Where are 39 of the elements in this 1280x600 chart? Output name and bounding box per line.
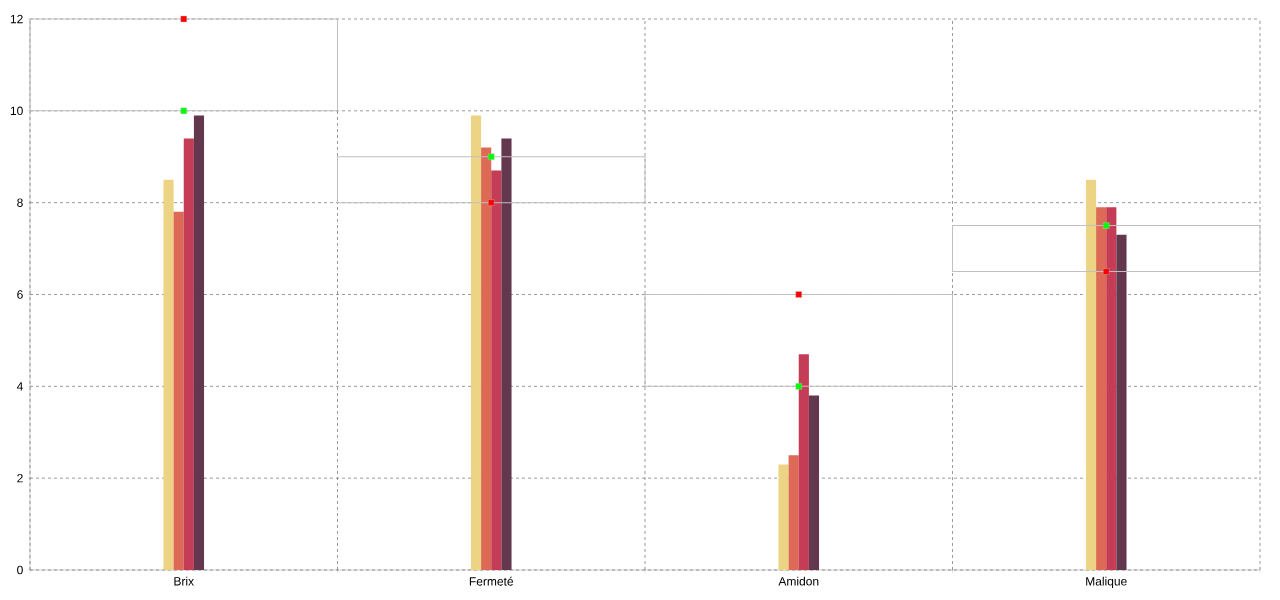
bar (470, 115, 482, 570)
bar (481, 147, 492, 570)
bar (1116, 234, 1127, 570)
bar (337, 156, 646, 204)
x-tick-label: Fermeté (469, 576, 514, 586)
bar (644, 294, 953, 387)
bar (29, 18, 338, 112)
bar (778, 464, 789, 570)
x-tick-label: Malique (1086, 576, 1127, 588)
point (488, 153, 495, 160)
point (180, 15, 187, 23)
point (795, 383, 802, 390)
y-tick-label: 0 (17, 565, 23, 575)
bar (173, 211, 184, 570)
y-tick-label: 2 (17, 473, 23, 483)
bar (491, 170, 502, 570)
x-tick-label: Amidon (778, 576, 819, 586)
bar (808, 395, 820, 570)
point (795, 291, 802, 298)
y-tick-label: 8 (17, 198, 23, 207)
bar (183, 138, 194, 570)
bar (163, 179, 174, 570)
point (488, 199, 495, 206)
point (180, 107, 187, 115)
bar (1085, 179, 1097, 570)
y-tick-label: 10 (10, 106, 23, 116)
bar (1106, 207, 1117, 570)
bar (193, 115, 205, 570)
y-tick-label: 6 (17, 290, 23, 299)
bar (798, 354, 809, 570)
bar (788, 455, 799, 570)
point (1103, 222, 1110, 229)
bar (501, 138, 512, 570)
x-tick-label: Brix (174, 576, 194, 586)
point (1103, 268, 1110, 275)
y-tick-label: 4 (16, 382, 23, 391)
bar (951, 225, 1261, 273)
y-tick-label: 12 (10, 14, 23, 24)
bar (1096, 207, 1107, 570)
